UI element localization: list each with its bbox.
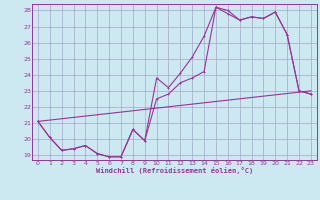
X-axis label: Windchill (Refroidissement éolien,°C): Windchill (Refroidissement éolien,°C)	[96, 167, 253, 174]
